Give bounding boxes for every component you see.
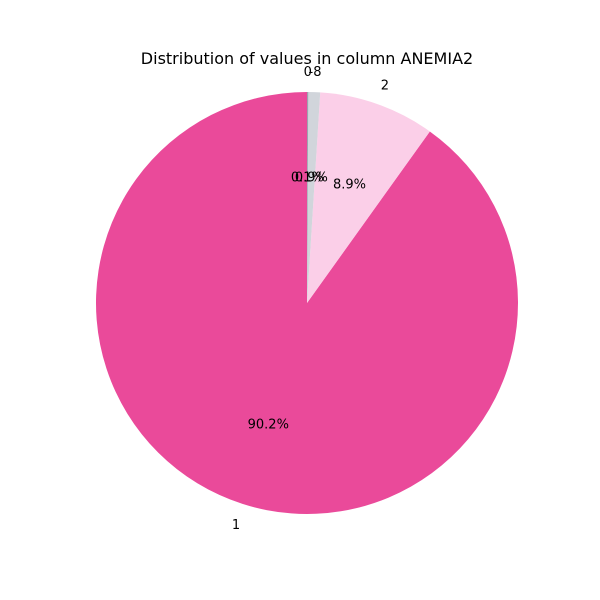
pie-slices <box>95 92 518 514</box>
slice-percent-label: 90.2% <box>248 418 289 433</box>
slice-category-label: 2 <box>381 78 389 93</box>
slice-category-label: 0 <box>304 65 312 80</box>
slice-percent-label: 8.9% <box>333 178 366 193</box>
pie-slice-0 <box>307 92 309 303</box>
pie-labels: 1 90.2% 2 8.9% -8 0.9% 0 0.1% <box>232 65 389 533</box>
slice-category-label: 1 <box>232 518 240 533</box>
pie-slice-2 <box>307 92 430 303</box>
slice-percent-label: 0.1% <box>291 170 324 185</box>
chart-title: Distribution of values in column ANEMIA2 <box>141 49 473 68</box>
slice-percent-label: 0.9% <box>295 170 328 185</box>
pie-slice--8 <box>307 92 321 304</box>
slice-category-label: -8 <box>309 65 322 80</box>
